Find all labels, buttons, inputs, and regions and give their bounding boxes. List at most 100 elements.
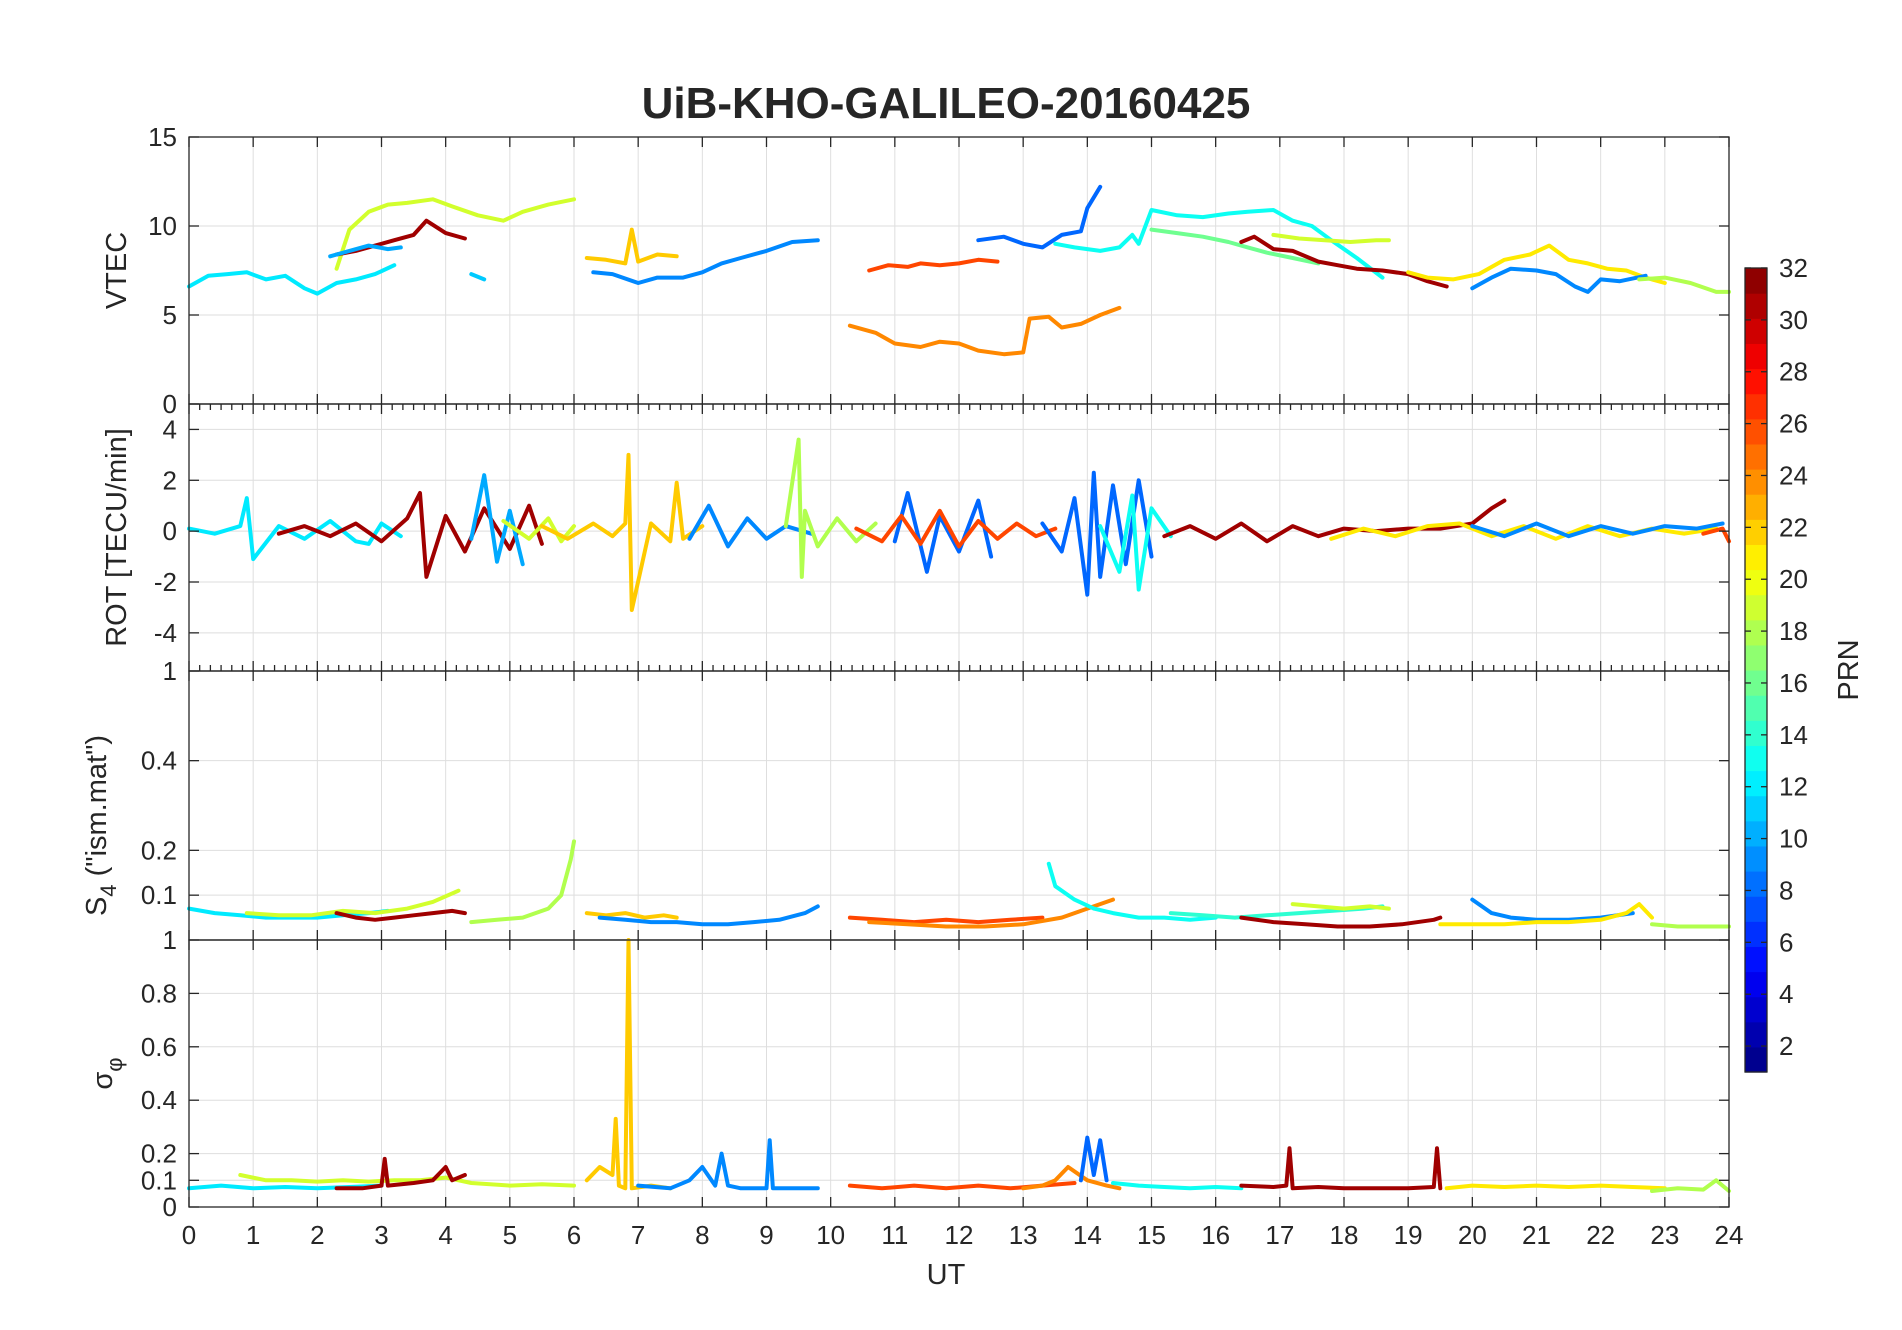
series-line-prn-31: [1239, 234, 1449, 289]
colorbar-tick-label: 8: [1779, 875, 1793, 905]
chart-title: UiB-KHO-GALILEO-20160425: [642, 79, 1251, 128]
x-tick-label: 12: [945, 1220, 974, 1250]
grid: [188, 939, 1730, 1208]
series-line-prn-18: [1637, 275, 1731, 294]
colorbar-tick-label: 20: [1779, 564, 1808, 594]
series-line-prn-13: [1098, 493, 1173, 592]
y-tick-label: 0.8: [141, 978, 177, 1008]
colorbar-frame: [1744, 267, 1768, 1073]
x-tick-label: 16: [1201, 1220, 1230, 1250]
panel-s4: 0.1 0.2 0.4 1 S4 ("ism.mat"): [81, 656, 1731, 941]
colorbar-swatch: [1745, 820, 1767, 847]
series-line-prn-12: [187, 496, 403, 562]
x-tick-label: 13: [1009, 1220, 1038, 1250]
x-tick-label: 2: [310, 1220, 324, 1250]
colorbar-tick-label: 4: [1779, 979, 1793, 1009]
y-tick-label: 0: [163, 1192, 177, 1222]
x-tick-label: 22: [1586, 1220, 1615, 1250]
colorbar-swatch: [1745, 946, 1767, 973]
x-ticks: [188, 137, 1730, 404]
series-line-prn-31: [1239, 915, 1443, 929]
x-tick-label: 8: [695, 1220, 709, 1250]
series-line-prn-21: [1406, 243, 1667, 285]
x-tick-label: 20: [1458, 1220, 1487, 1250]
colorbar-tick-label: 6: [1779, 927, 1793, 957]
x-tick-label: 3: [374, 1220, 388, 1250]
y-tick-label: 0.1: [141, 880, 177, 910]
y-tick-label: 0.1: [141, 1165, 177, 1195]
colorbar-swatch: [1745, 544, 1767, 571]
series-line-prn-22: [584, 938, 673, 1191]
y-tick-label: 5: [163, 300, 177, 330]
series-line-prn-9: [591, 238, 820, 285]
colorbar-swatch: [1745, 670, 1767, 696]
colorbar-swatch: [1745, 293, 1767, 319]
colorbar-swatch: [1745, 996, 1767, 1023]
colorbar-tick-label: 10: [1779, 824, 1808, 854]
y-axis-label: σφ: [87, 1057, 127, 1089]
series-line-prn-26: [854, 508, 1058, 549]
colorbar-swatch: [1745, 569, 1767, 596]
grid: [188, 136, 1730, 405]
y-tick-label: 10: [148, 211, 177, 241]
x-tick-label: 4: [438, 1220, 452, 1250]
series-group: [187, 938, 1731, 1193]
series-line-prn-31: [334, 1156, 467, 1191]
series-line-prn-24: [1021, 1165, 1122, 1191]
colorbar-swatch: [1745, 1046, 1767, 1073]
colorbar-tick-label: 26: [1779, 409, 1808, 439]
colorbar-swatch: [1745, 871, 1767, 897]
x-tick-label: 21: [1522, 1220, 1551, 1250]
x-tick-labels: 0 1 2 3 4 5 6 7 8 9 10 11 12 13 14 15 16 17 18 19 20 21 22 23 24: [182, 1220, 1744, 1250]
x-axis-label: UT: [927, 1259, 966, 1291]
y-tick-label: 4: [163, 414, 177, 444]
series-line-prn-12: [187, 263, 397, 296]
y-tick-label: 0.2: [141, 835, 177, 865]
series-line-prn-9: [636, 1138, 820, 1191]
colorbar-tick-label: 14: [1779, 720, 1808, 750]
series-group: [187, 184, 1731, 357]
y-tick-label: 0: [163, 389, 177, 419]
series-line-prn-8: [976, 184, 1103, 250]
colorbar-label: PRN: [1833, 639, 1865, 700]
x-tick-label: 7: [631, 1220, 645, 1250]
series-line-prn-11: [469, 272, 487, 282]
series-line-prn-9: [687, 503, 814, 549]
colorbar-swatch: [1745, 594, 1767, 621]
colorbar-swatch: [1745, 418, 1767, 445]
colorbar-tick-label: 28: [1779, 357, 1808, 387]
y-ticks: 00.10.2 0.4 0.6 0.8 1: [141, 925, 1729, 1222]
series-line-prn-10: [328, 243, 403, 259]
series-line-prn-19: [244, 888, 461, 918]
colorbar-swatch: [1745, 971, 1767, 998]
colorbar-swatch: [1745, 720, 1767, 746]
series-line-prn-9: [1470, 521, 1725, 539]
colorbar-tick-label: 24: [1779, 460, 1808, 490]
colorbar-tick-label: 16: [1779, 668, 1808, 698]
panel-rot: -4 -2 0 2 4 ROT [TECU/min]: [101, 403, 1731, 672]
series-line-prn-8: [1078, 1135, 1109, 1183]
y-tick-label: -4: [154, 618, 177, 648]
colorbar-swatch: [1745, 745, 1767, 772]
colorbar-tick-label: 30: [1779, 305, 1808, 335]
x-tick-label: 11: [881, 1220, 908, 1250]
x-ticks: [188, 940, 1730, 1207]
series-line-prn-21: [1444, 1183, 1667, 1191]
series-line-prn-9: [597, 904, 820, 927]
series-line-prn-19: [334, 197, 576, 271]
colorbar-swatch: [1745, 921, 1767, 947]
y-axis-label: S4 ("ism.mat"): [81, 735, 121, 916]
series-line-prn-13: [1111, 1181, 1244, 1191]
colorbar-swatch: [1745, 494, 1767, 520]
series-group: [187, 437, 1731, 612]
y-ticks: 0 5 10 15: [148, 122, 1729, 419]
series-line-prn-26: [847, 915, 1045, 925]
colorbar-swatch: [1745, 695, 1767, 721]
y-tick-label: 15: [148, 122, 177, 152]
colorbar-swatch: [1745, 268, 1767, 294]
colorbar-swatch: [1745, 393, 1767, 420]
series-line-prn-19: [1290, 902, 1391, 911]
series-line-prn-24: [867, 897, 1115, 929]
colorbar-tick-label: 2: [1779, 1031, 1793, 1061]
